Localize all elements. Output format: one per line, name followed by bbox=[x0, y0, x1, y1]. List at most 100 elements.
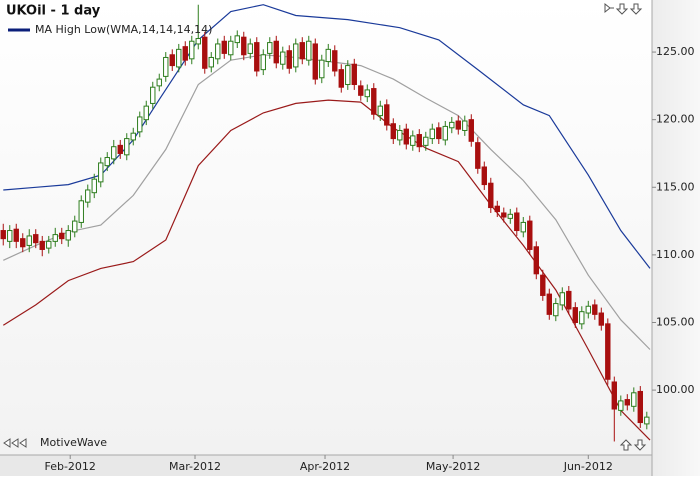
candle-body bbox=[202, 36, 208, 69]
candle-body bbox=[429, 128, 435, 140]
candle-body bbox=[637, 390, 643, 424]
candle-body bbox=[260, 54, 266, 71]
toolbar-top[interactable] bbox=[604, 2, 643, 15]
candle-body bbox=[299, 42, 305, 60]
candle-body bbox=[397, 129, 403, 141]
candle-body bbox=[85, 189, 91, 203]
candle-body bbox=[176, 48, 182, 68]
nav-left-2[interactable] bbox=[19, 438, 27, 448]
candle-body bbox=[130, 132, 136, 141]
candle-body bbox=[169, 54, 175, 67]
candle-body bbox=[351, 63, 357, 86]
candle-body bbox=[124, 138, 130, 156]
candle-body bbox=[338, 69, 344, 88]
candle-body bbox=[377, 105, 383, 117]
candle-body bbox=[208, 56, 214, 68]
candle-body bbox=[26, 235, 32, 246]
candle-body bbox=[533, 246, 539, 275]
y-tick-label: 125.00 bbox=[656, 45, 695, 58]
candle-body bbox=[195, 38, 201, 45]
x-tick-label: Jun-2012 bbox=[563, 460, 613, 473]
candle-body bbox=[462, 120, 468, 131]
candle-body bbox=[507, 213, 513, 219]
candle-body bbox=[65, 230, 71, 241]
nav-up[interactable] bbox=[619, 439, 633, 451]
nav-left[interactable] bbox=[3, 438, 19, 448]
candle-body bbox=[117, 144, 123, 154]
x-tick-label: Apr-2012 bbox=[300, 460, 350, 473]
y-tick-label: 100.00 bbox=[656, 383, 695, 396]
candle-body bbox=[410, 135, 416, 146]
candle-body bbox=[13, 228, 19, 242]
candle-body bbox=[163, 56, 169, 77]
toolbar-bottom[interactable] bbox=[3, 438, 647, 451]
candle-body bbox=[501, 212, 507, 218]
candle-body bbox=[455, 120, 461, 130]
candle-body bbox=[605, 323, 611, 380]
candle-body bbox=[293, 43, 299, 68]
candle-body bbox=[319, 59, 325, 79]
marks bbox=[0, 4, 651, 442]
candle-body bbox=[403, 128, 409, 145]
nav-down-2[interactable] bbox=[629, 3, 643, 15]
candle-body bbox=[98, 162, 104, 183]
nav-down[interactable] bbox=[615, 3, 629, 15]
candle-body bbox=[345, 65, 351, 86]
candle-body bbox=[332, 50, 338, 72]
candle-body bbox=[514, 212, 520, 232]
candle-body bbox=[104, 157, 110, 167]
candle-body bbox=[624, 399, 630, 406]
candle-body bbox=[7, 230, 13, 242]
candle-body bbox=[527, 220, 533, 250]
candle-body bbox=[20, 238, 26, 248]
candle-body bbox=[221, 40, 227, 54]
candle-body bbox=[312, 43, 318, 80]
candle-body bbox=[280, 51, 286, 65]
y-tick-label: 115.00 bbox=[656, 180, 695, 193]
y-tick-label: 110.00 bbox=[656, 248, 695, 261]
candle-body bbox=[306, 40, 312, 61]
candle-body bbox=[488, 182, 494, 209]
candle-body bbox=[371, 88, 377, 115]
candle-body bbox=[390, 123, 396, 140]
candle-body bbox=[111, 146, 117, 160]
nav-down-3[interactable] bbox=[633, 439, 647, 451]
candle-body bbox=[364, 89, 370, 98]
candle-body bbox=[566, 290, 572, 310]
x-tick-label: May-2012 bbox=[426, 460, 481, 473]
candle-body bbox=[559, 292, 565, 306]
nav-right[interactable] bbox=[604, 2, 614, 14]
candle-body bbox=[436, 127, 442, 140]
candle-body bbox=[598, 312, 604, 326]
candle-body bbox=[585, 305, 591, 314]
candle-body bbox=[46, 240, 52, 249]
y-tick-label: 105.00 bbox=[656, 315, 695, 328]
watermark: MotiveWave bbox=[40, 436, 107, 449]
candle-body bbox=[644, 416, 650, 425]
candle-body bbox=[59, 232, 65, 240]
candle-body bbox=[143, 105, 149, 121]
candle-body bbox=[481, 166, 487, 186]
candle-body bbox=[247, 43, 253, 54]
candle-body bbox=[228, 40, 234, 56]
candle-body bbox=[468, 119, 474, 142]
candle-body bbox=[189, 40, 195, 60]
candle-body bbox=[520, 221, 526, 233]
chart-title: UKOil - 1 day bbox=[6, 4, 101, 19]
candle-body bbox=[52, 234, 58, 242]
candle-body bbox=[416, 134, 422, 148]
candle-body bbox=[325, 48, 331, 63]
candle-body bbox=[137, 116, 143, 133]
candle-body bbox=[546, 293, 552, 315]
candle-body bbox=[475, 142, 481, 169]
y-axis-area bbox=[652, 0, 700, 476]
candle-body bbox=[592, 304, 598, 315]
candle-body bbox=[384, 104, 390, 126]
candle-body bbox=[156, 78, 162, 87]
candle-body bbox=[267, 42, 273, 54]
plot-area bbox=[0, 0, 652, 455]
candle-body bbox=[241, 36, 247, 56]
candle-body bbox=[286, 50, 292, 69]
x-tick-label: Feb-2012 bbox=[44, 460, 95, 473]
